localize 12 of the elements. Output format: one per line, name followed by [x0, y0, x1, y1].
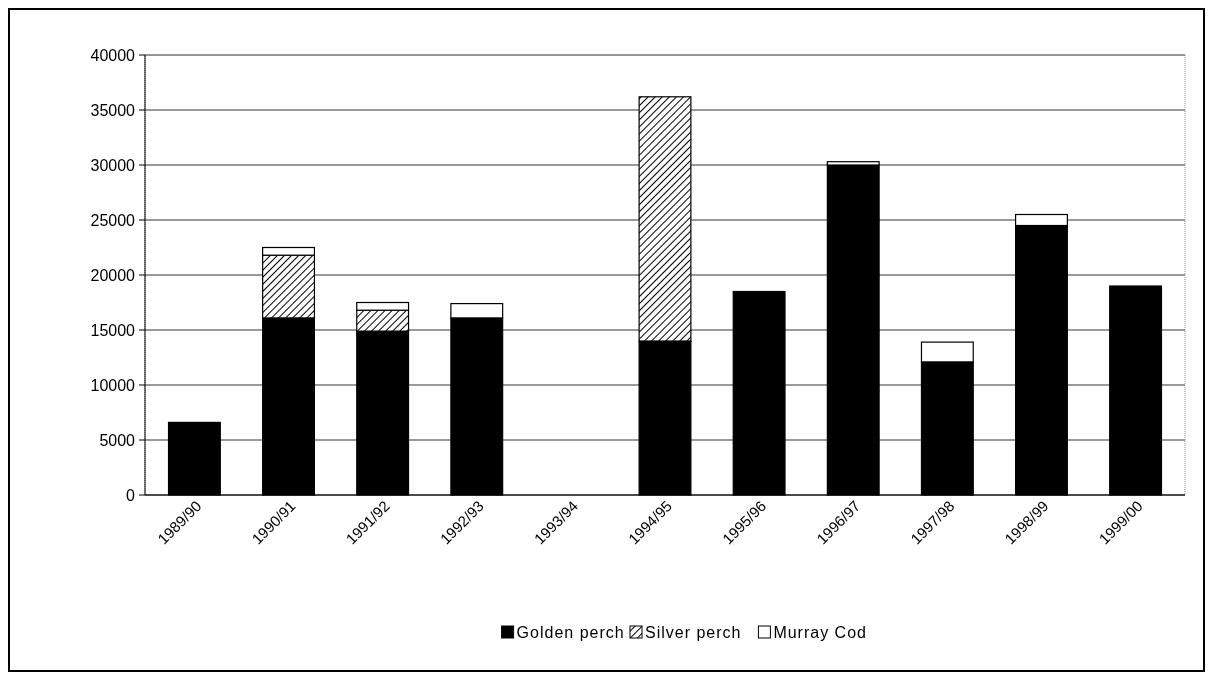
legend-label: Murray Cod: [773, 624, 867, 641]
y-tick-label: 35000: [90, 101, 136, 119]
y-tick-label: 30000: [90, 156, 136, 174]
y-tick-label: 5000: [99, 431, 136, 449]
legend-label: Golden perch: [516, 624, 625, 641]
legend-label: Silver perch: [645, 624, 742, 641]
y-tick-label: 15000: [90, 321, 136, 339]
y-tick-label: 0: [126, 486, 136, 504]
y-tick-label: 20000: [90, 266, 136, 284]
y-tick-label: 10000: [90, 376, 136, 394]
y-tick-label: 40000: [90, 46, 136, 64]
y-tick-label: 25000: [90, 211, 136, 229]
